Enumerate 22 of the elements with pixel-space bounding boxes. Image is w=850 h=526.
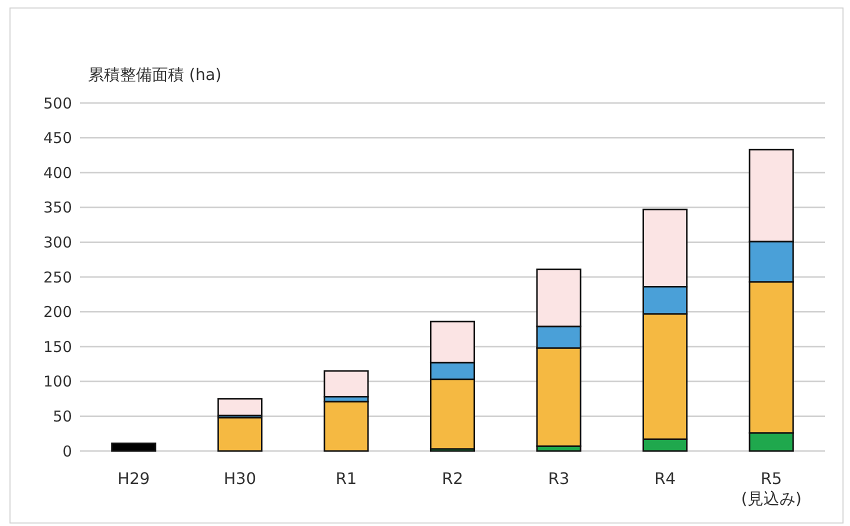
x-tick-label: R1 <box>336 469 357 488</box>
y-tick-label: 50 <box>52 407 72 426</box>
y-axis-title: 累積整備面積 (ha) <box>88 65 222 84</box>
x-tick-label: R3 <box>548 469 570 488</box>
y-tick-label: 300 <box>43 233 72 252</box>
x-tick-label: H29 <box>117 469 150 488</box>
x-tick-label: H30 <box>224 469 256 488</box>
y-tick-label: 200 <box>43 303 72 322</box>
x-tick-label: R2 <box>442 469 464 488</box>
y-tick-label: 350 <box>43 198 72 217</box>
y-tick-label: 450 <box>43 129 72 148</box>
x-tick-label: R4 <box>654 469 676 488</box>
bar <box>324 400 369 452</box>
y-tick-label: 100 <box>43 372 72 391</box>
y-tick-label: 150 <box>43 338 72 356</box>
y-tick-label: 400 <box>43 164 72 182</box>
y-tick-label: 500 <box>43 94 72 112</box>
x-tick-label: R5 (見込み) <box>741 469 802 508</box>
bar <box>217 416 262 452</box>
bar <box>111 442 156 452</box>
y-tick-label: 250 <box>43 268 72 286</box>
y-tick-label: 0 <box>62 442 72 460</box>
